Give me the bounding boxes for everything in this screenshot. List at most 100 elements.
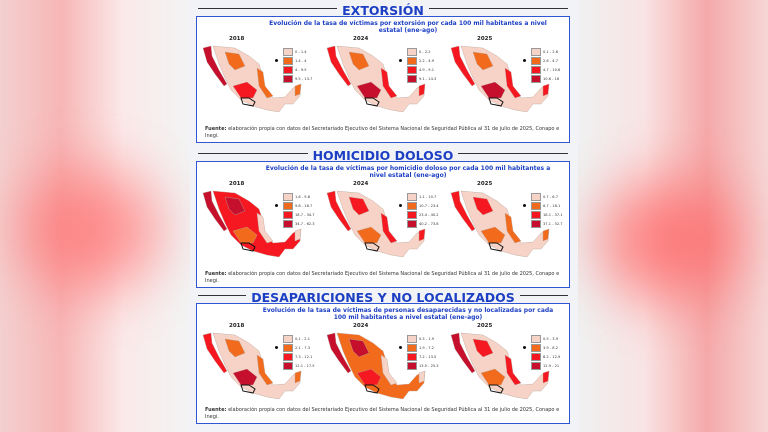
legend-swatch	[407, 344, 417, 352]
baja-california-region	[202, 45, 228, 87]
central-states	[480, 226, 506, 244]
legend-label: 1.4 - 4	[295, 59, 307, 63]
source-text: elaboración propia con datos del Secreta…	[205, 271, 560, 284]
legend-label: 0 - 2.2	[419, 50, 431, 54]
legend-swatch	[283, 353, 293, 361]
map-year-label: 2024	[353, 323, 369, 329]
guerrero-highlight	[364, 97, 380, 107]
legend-label: 10.7 - 23.4	[419, 204, 439, 208]
gulf-states	[256, 67, 274, 99]
legend-item: 12.9 - 21	[531, 362, 560, 370]
legend-label: 0.7 - 6.7	[543, 195, 559, 199]
marker-dot	[275, 346, 278, 349]
legend-item: 7.3 - 12.1	[283, 353, 315, 361]
yucatan-region	[418, 370, 426, 384]
section-box: Evolución de la tasa de víctimas por ext…	[196, 16, 570, 143]
legend-item: 9.5 - 13.7	[283, 75, 312, 83]
mexico-choropleth-map	[202, 190, 302, 258]
legend-item: 7.2 - 13.5	[407, 353, 439, 361]
legend-item: 0.1 - 2.1	[283, 335, 315, 343]
yucatan-region	[294, 370, 302, 384]
guerrero-highlight	[364, 384, 380, 394]
legend-swatch	[283, 75, 293, 83]
map-legend: 0.5 - 1.9 1.9 - 7.2 7.2 - 13.5 13.5 - 25.3	[407, 335, 439, 371]
source-note: Fuente: elaboración propia con datos del…	[197, 126, 569, 142]
legend-label: 13.5 - 25.3	[419, 364, 439, 368]
north-states	[472, 196, 494, 216]
legend-label: 9.8 - 18.7	[295, 204, 313, 208]
legend-label: 4.7 - 10.6	[543, 68, 561, 72]
section-0: EXTORSIÓN Evolución de la tasa de víctima…	[194, 0, 572, 143]
yucatan-region	[542, 83, 550, 97]
mexico-choropleth-map	[450, 190, 550, 258]
map-year-label: 2025	[477, 36, 493, 42]
mexico-choropleth-map	[326, 45, 426, 113]
map-year-label: 2018	[229, 36, 245, 42]
gulf-states	[256, 354, 274, 386]
section-title: HOMICIDIO DOLOSO	[194, 145, 572, 163]
legend-swatch	[531, 193, 541, 201]
legend-swatch	[283, 335, 293, 343]
legend-label: 23.4 - 40.2	[419, 213, 439, 217]
legend-item: 4.9 - 9.1	[407, 66, 436, 74]
legend-label: 1.9 - 7.2	[419, 346, 435, 350]
map-legend: 1.1 - 10.7 10.7 - 23.4 23.4 - 40.2 40.2 - 7…	[407, 193, 439, 229]
legend-item: 8.2 - 12.9	[531, 353, 560, 361]
legend-item: 4 - 9.5	[283, 66, 312, 74]
legend-swatch	[407, 335, 417, 343]
marker-dot	[523, 59, 526, 62]
legend-swatch	[283, 202, 293, 210]
map-legend: 0.5 - 3.9 3.9 - 8.2 8.2 - 12.9 12.9 - 21	[531, 335, 560, 371]
north-states	[348, 196, 370, 216]
guerrero-highlight	[240, 384, 256, 394]
marker-dot	[399, 346, 402, 349]
background-blur-left	[20, 170, 160, 290]
legend-item: 0 - 1.4	[283, 48, 312, 56]
map-year-label: 2024	[353, 181, 369, 187]
marker-dot	[399, 59, 402, 62]
section-box: Evolución de la tasa de víctimas por hom…	[196, 161, 570, 288]
legend-item: 13.5 - 25.3	[407, 362, 439, 370]
legend-label: 7.3 - 12.1	[295, 355, 313, 359]
background-blur-right	[598, 180, 738, 300]
source-label: Fuente:	[205, 407, 227, 413]
legend-label: 0 - 1.4	[295, 50, 307, 54]
legend-swatch	[283, 362, 293, 370]
maps-row: 2018 1.6 - 9.8 9.8 - 18.7 18.7 - 34.7 34.7 …	[197, 179, 569, 271]
map-year-label: 2024	[353, 36, 369, 42]
legend-item: 37.1 - 52.7	[531, 220, 563, 228]
legend-swatch	[407, 202, 417, 210]
legend-item: 1.6 - 9.8	[283, 193, 315, 201]
legend-label: 0.5 - 3.9	[543, 337, 559, 341]
legend-label: 2.6 - 4.7	[543, 59, 559, 63]
legend-swatch	[407, 362, 417, 370]
baja-california-region	[202, 190, 228, 232]
section-box: Evolución de la tasa de víctimas de pers…	[196, 303, 570, 424]
gulf-states	[380, 354, 398, 386]
legend-label: 18.7 - 34.7	[295, 213, 315, 217]
legend-swatch	[407, 48, 417, 56]
north-states	[348, 51, 370, 71]
legend-label: 3.9 - 8.2	[543, 346, 559, 350]
marker-dot	[523, 204, 526, 207]
legend-swatch	[407, 211, 417, 219]
section-subtitle: Evolución de la tasa de víctimas de pers…	[262, 307, 554, 321]
legend-swatch	[531, 75, 541, 83]
legend-label: 1.1 - 10.7	[419, 195, 437, 199]
gulf-states	[504, 354, 522, 386]
guerrero-highlight	[488, 97, 504, 107]
map-2018: 2018 0 - 1.4 1.4 - 4 4 - 9.5 9.5 - 13.7	[201, 34, 326, 126]
legend-item: 10.6 - 16	[531, 75, 560, 83]
legend-swatch	[531, 66, 541, 74]
map-legend: 0 - 2.2 2.2 - 4.9 4.9 - 9.1 9.1 - 14.3	[407, 48, 436, 84]
north-states	[224, 338, 246, 358]
legend-item: 0.7 - 6.7	[531, 193, 563, 201]
map-2024: 2024 0.5 - 1.9 1.9 - 7.2 7.2 - 13.5 13.5 - …	[325, 321, 450, 413]
guerrero-highlight	[240, 97, 256, 107]
legend-swatch	[531, 362, 541, 370]
gulf-states	[380, 67, 398, 99]
mexico-choropleth-map	[326, 190, 426, 258]
legend-swatch	[531, 211, 541, 219]
legend-label: 1.6 - 9.8	[295, 195, 311, 199]
legend-label: 18.1 - 37.1	[543, 213, 563, 217]
